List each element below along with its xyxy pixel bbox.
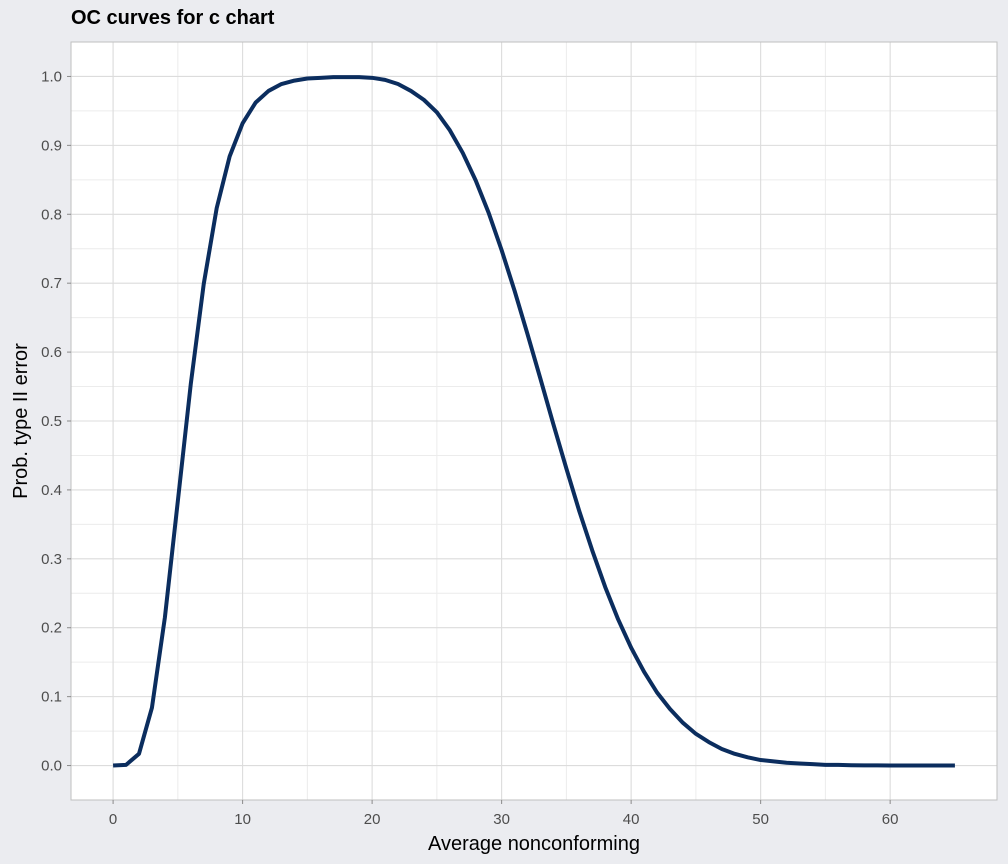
x-tick-label: 40 [623,811,640,828]
y-tick-label: 0.1 [41,689,62,706]
y-tick-label: 0.3 [41,551,62,568]
x-tick-label: 20 [364,811,381,828]
y-axis-title: Prob. type II error [10,343,32,499]
y-axis: 0.0 0.1 0.2 0.3 0.4 0.5 0.6 0.7 0.8 0.9 1.0 [41,68,71,775]
x-tick-label: 60 [882,811,899,828]
x-axis: 0 10 20 30 40 50 60 [109,800,899,828]
y-tick-label: 0.6 [41,344,62,361]
y-tick-label: 0.9 [41,137,62,154]
y-tick-label: 0.8 [41,206,62,223]
chart-title: OC curves for c chart [71,7,275,29]
series-line-oc-curve [112,75,955,768]
x-tick-label: 30 [493,811,510,828]
x-axis-title: Average nonconforming [428,833,640,855]
y-tick-label: 0.2 [41,620,62,637]
y-tick-label: 0.4 [41,482,62,499]
y-tick-label: 0.0 [41,758,62,775]
x-tick-label: 10 [234,811,251,828]
y-tick-label: 0.7 [41,275,62,292]
x-tick-label: 50 [752,811,769,828]
y-tick-label: 1.0 [41,68,62,85]
y-tick-label: 0.5 [41,413,62,430]
grid-major [71,42,997,800]
x-tick-label: 0 [109,811,117,828]
